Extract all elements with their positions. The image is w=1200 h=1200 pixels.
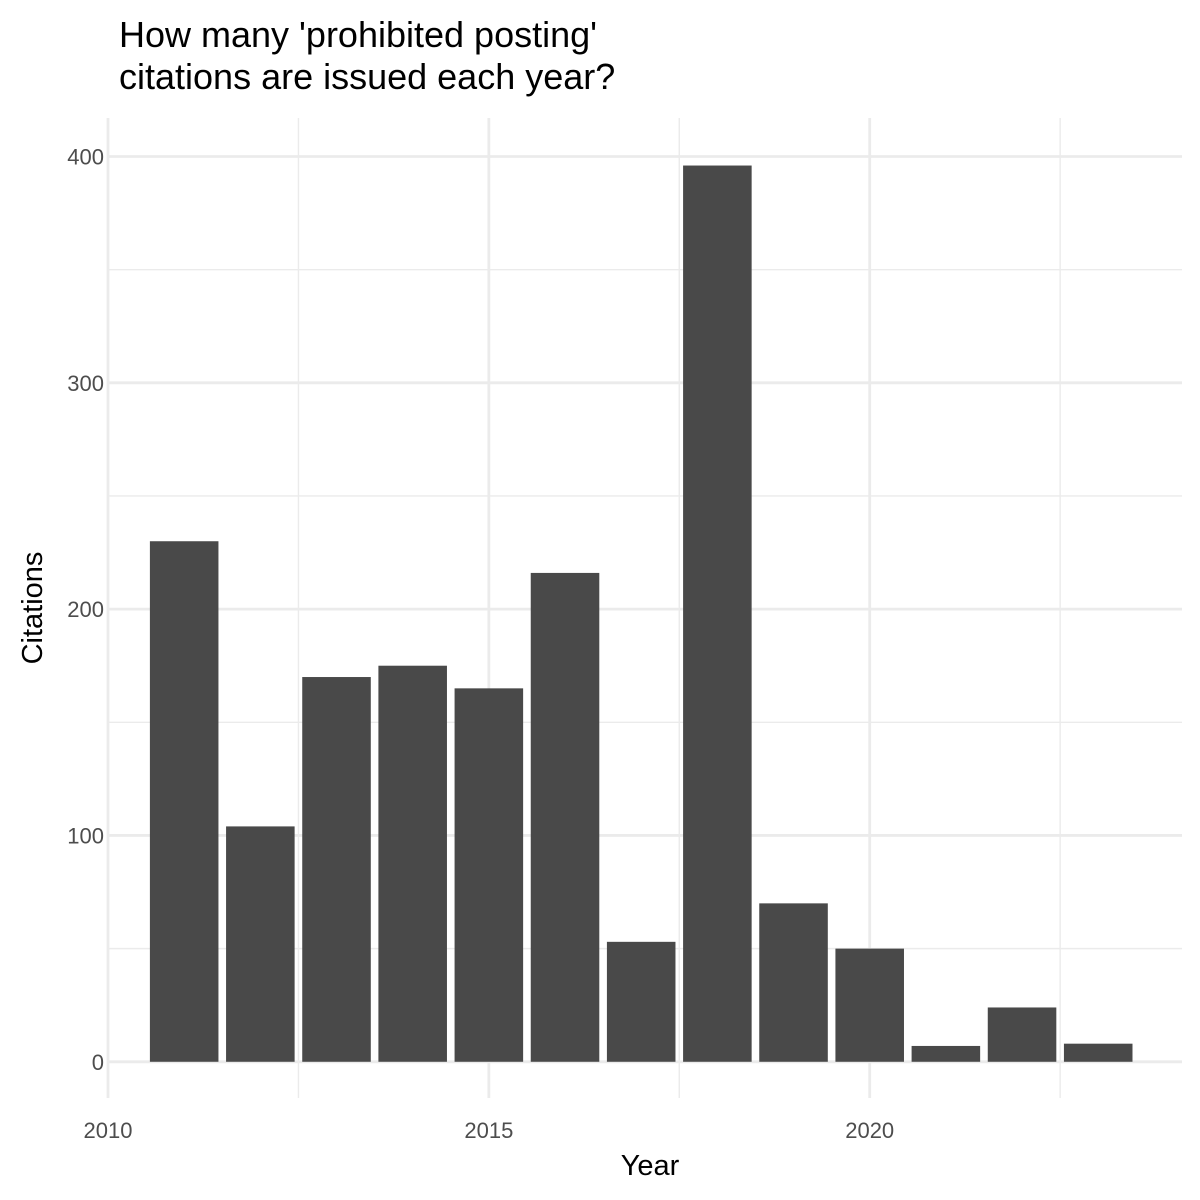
x-tick-label: 2010 [84, 1118, 133, 1143]
bar-2016 [530, 572, 600, 1062]
x-axis-ticks: 2010 2015 2020 [84, 1118, 895, 1143]
bar-2012 [226, 826, 295, 1062]
y-tick-label: 400 [67, 144, 104, 169]
y-tick-label: 100 [67, 823, 104, 848]
x-tick-label: 2015 [464, 1118, 513, 1143]
bar-2013 [302, 677, 371, 1062]
bars [149, 165, 1133, 1062]
bar-2023 [1063, 1043, 1133, 1062]
bar-2019 [759, 903, 828, 1062]
y-axis-title: Citations [17, 552, 49, 665]
bar-2020 [835, 948, 904, 1062]
chart-title-line-1: How many 'prohibited posting' [119, 14, 598, 55]
y-tick-label: 200 [67, 597, 104, 622]
x-axis-title: Year [621, 1150, 680, 1182]
bar-2015 [454, 688, 524, 1062]
bar-2017 [606, 941, 676, 1062]
chart-title: How many 'prohibited posting' citations … [119, 14, 615, 98]
bar-2022 [987, 1007, 1057, 1062]
bar-2011 [149, 541, 219, 1062]
y-tick-label: 300 [67, 371, 104, 396]
x-tick-label: 2020 [845, 1118, 894, 1143]
y-axis-ticks: 0 100 200 300 400 [67, 144, 104, 1074]
bar-2018 [683, 165, 752, 1062]
chart-title-line-2: citations are issued each year? [119, 56, 616, 97]
bar-2021 [911, 1045, 981, 1062]
bar-2014 [378, 665, 447, 1062]
y-tick-label: 0 [92, 1050, 104, 1075]
